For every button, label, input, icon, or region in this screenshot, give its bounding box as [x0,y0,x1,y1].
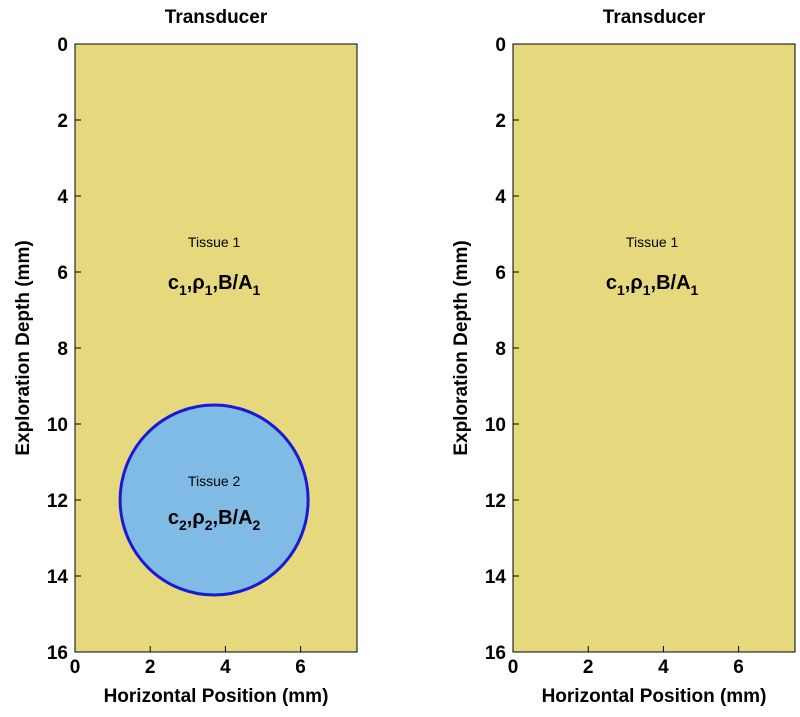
tissue1-label: Tissue 1 [188,234,241,250]
y-tick-label: 8 [57,339,68,360]
y-tick-label: 6 [495,263,506,284]
panel-title: Transducer [603,7,706,28]
x-axis-label: Horizontal Position (mm) [542,686,767,707]
y-tick-label: 0 [57,35,68,56]
y-tick-label: 14 [485,567,507,588]
x-tick-label: 0 [70,657,81,678]
y-tick-label: 2 [57,111,68,132]
tissue2-label: Tissue 2 [188,473,241,489]
right-panel: Tissue 1 c1​,ρ1​,B/A1​ Transducer 0 2 4 6 8 10 12… [451,7,796,707]
y-tick-label: 14 [47,567,69,588]
x-tick-label: 6 [733,657,744,678]
left-panel: Tissue 2 c2​,ρ2​,B/A2​ Tissue 1 c1​,ρ1​,B/A… [13,7,358,707]
tissue1-properties: c1​,ρ1​,B/A1​ [606,272,699,298]
panel-title: Transducer [165,7,268,28]
y-tick-label: 16 [47,643,68,664]
y-tick-label: 8 [495,339,506,360]
y-axis-label: Exploration Depth (mm) [13,240,34,455]
y-tick-label: 0 [495,35,506,56]
y-tick-label: 4 [495,187,506,208]
y-tick-label: 10 [47,415,68,436]
x-tick-label: 2 [583,657,594,678]
x-tick-label: 0 [508,657,519,678]
y-axis-label: Exploration Depth (mm) [451,240,472,455]
y-tick-label: 2 [495,111,506,132]
x-tick-label: 4 [658,657,669,678]
x-axis-label: Horizontal Position (mm) [104,686,329,707]
y-tick-label: 10 [485,415,506,436]
tissue1-properties: c1​,ρ1​,B/A1​ [168,272,261,298]
y-tick-label: 4 [57,187,68,208]
x-tick-label: 4 [220,657,231,678]
y-tick-label: 16 [485,643,506,664]
tissue2-inclusion [118,403,310,597]
x-tick-label: 6 [295,657,306,678]
y-tick-label: 12 [485,491,506,512]
tissue1-label: Tissue 1 [626,234,679,250]
y-tick-label: 12 [47,491,68,512]
y-tick-label: 6 [57,263,68,284]
tissue2-properties: c2​,ρ2​,B/A2​ [168,507,261,533]
tissue1-region [513,44,795,652]
x-tick-label: 2 [145,657,156,678]
